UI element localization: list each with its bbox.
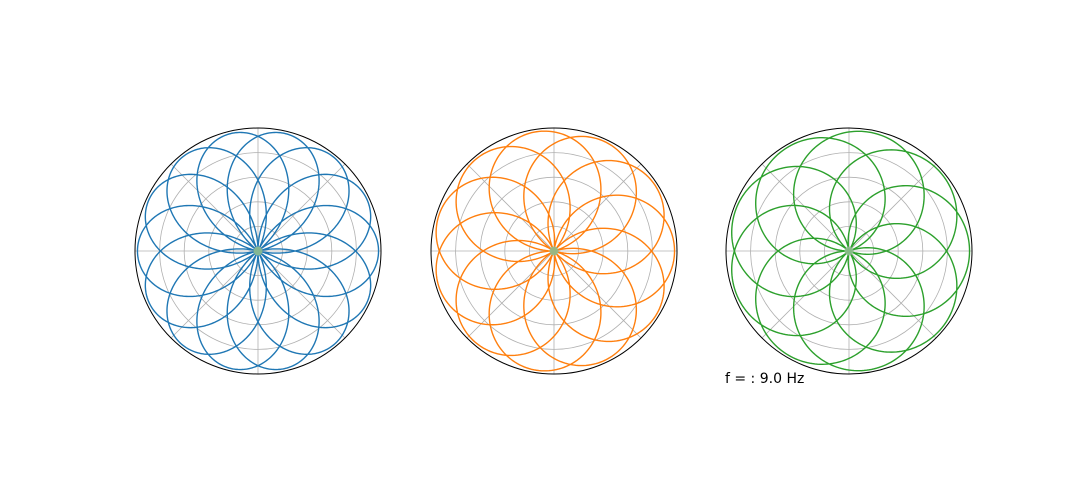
polar-frame <box>725 127 973 375</box>
caption-prefix: f = : <box>725 371 760 387</box>
angular-gridline <box>466 163 555 252</box>
center-point <box>549 246 559 256</box>
angular-gridline <box>553 250 642 339</box>
polar-panel-2 <box>430 127 678 375</box>
series-curve <box>435 130 676 372</box>
angular-gridline <box>761 163 850 252</box>
polar-panel-3 <box>725 127 973 375</box>
angular-gridline <box>761 250 850 339</box>
polar-frame <box>134 127 382 375</box>
series-curve <box>731 130 971 372</box>
polar-frame <box>430 127 678 375</box>
center-point <box>253 246 263 256</box>
frequency-value: 9.0 <box>759 371 782 387</box>
center-point <box>844 246 854 256</box>
angular-gridline <box>466 250 555 339</box>
frequency-caption: f = : 9.0 Hz <box>725 371 804 387</box>
frequency-unit: Hz <box>782 371 805 387</box>
series-curve <box>136 131 380 371</box>
angular-gridline <box>553 163 642 252</box>
polar-panel-1 <box>134 127 382 375</box>
